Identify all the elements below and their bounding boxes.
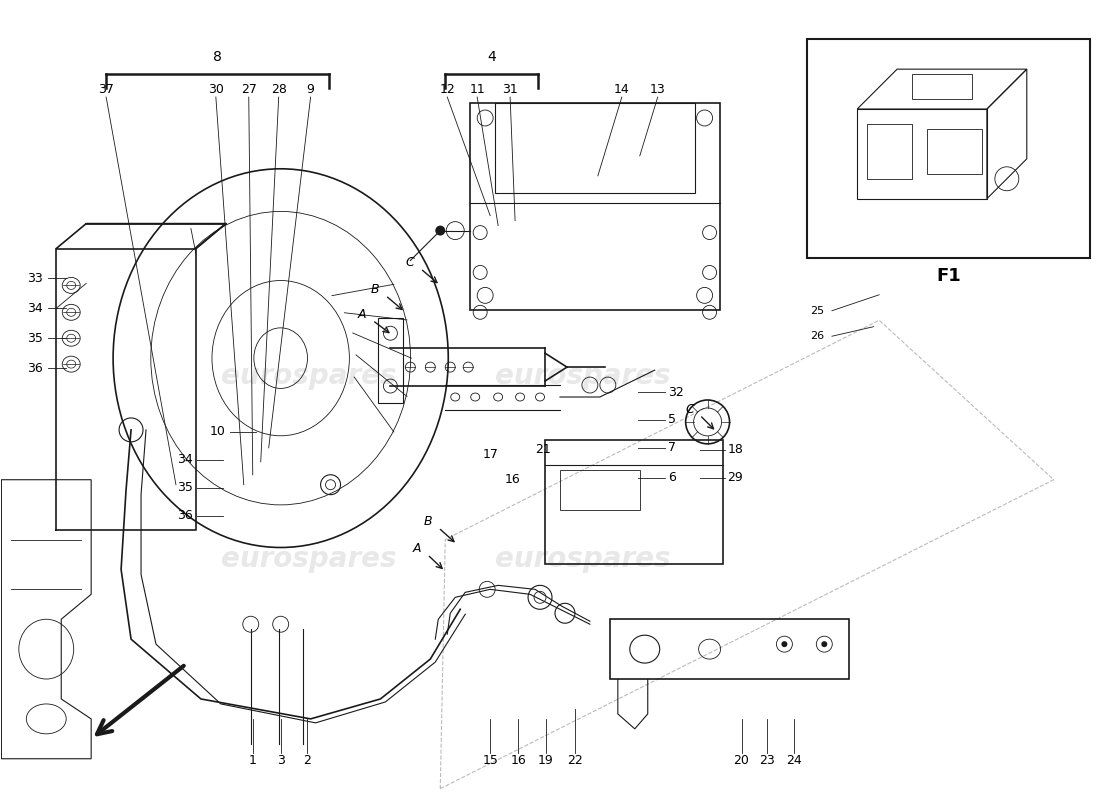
- Text: 15: 15: [482, 754, 498, 767]
- Text: 5: 5: [668, 414, 675, 426]
- Bar: [544, 440, 723, 565]
- Text: 14: 14: [614, 82, 629, 95]
- Ellipse shape: [67, 360, 76, 368]
- Text: 13: 13: [650, 82, 666, 95]
- Text: 22: 22: [568, 754, 583, 767]
- Text: eurospares: eurospares: [221, 546, 396, 574]
- Text: 16: 16: [510, 754, 526, 767]
- Text: 33: 33: [28, 272, 43, 285]
- Bar: [609, 619, 849, 679]
- Text: 36: 36: [28, 362, 43, 374]
- Text: eurospares: eurospares: [495, 362, 671, 390]
- Bar: [912, 74, 972, 99]
- Text: 3: 3: [277, 754, 285, 767]
- Text: 25: 25: [810, 306, 824, 316]
- Text: 19: 19: [538, 754, 554, 767]
- Text: 21: 21: [535, 443, 551, 456]
- Text: 29: 29: [727, 471, 744, 484]
- Bar: [927, 129, 982, 174]
- Text: 23: 23: [760, 754, 775, 767]
- Text: 7: 7: [668, 442, 675, 454]
- Text: 34: 34: [177, 454, 192, 466]
- Bar: [495, 103, 694, 193]
- Text: 24: 24: [786, 754, 802, 767]
- Text: 31: 31: [503, 82, 518, 95]
- Text: 27: 27: [241, 82, 256, 95]
- Text: 35: 35: [28, 332, 43, 345]
- Text: B: B: [371, 283, 380, 296]
- Text: C: C: [686, 403, 694, 417]
- Ellipse shape: [67, 308, 76, 316]
- Text: A: A: [412, 542, 421, 555]
- Text: 20: 20: [734, 754, 749, 767]
- Text: 10: 10: [210, 426, 225, 438]
- Text: 35: 35: [177, 481, 192, 494]
- Circle shape: [436, 226, 446, 235]
- Bar: [807, 39, 1090, 258]
- Text: 30: 30: [208, 82, 223, 95]
- Text: A: A: [358, 308, 366, 321]
- Circle shape: [822, 641, 827, 647]
- Text: 8: 8: [213, 50, 222, 64]
- Text: 32: 32: [668, 386, 683, 398]
- Text: 11: 11: [470, 82, 485, 95]
- Text: 36: 36: [177, 509, 192, 522]
- Text: eurospares: eurospares: [495, 546, 671, 574]
- Text: 16: 16: [504, 474, 520, 486]
- Bar: [470, 103, 719, 310]
- Text: 28: 28: [271, 82, 287, 95]
- Text: eurospares: eurospares: [221, 362, 396, 390]
- Text: F1: F1: [936, 267, 961, 286]
- Text: 18: 18: [727, 443, 744, 456]
- Bar: [378, 318, 404, 403]
- Text: C: C: [406, 256, 415, 269]
- Bar: [560, 470, 640, 510]
- Ellipse shape: [67, 282, 76, 290]
- Text: 37: 37: [98, 82, 114, 95]
- Text: 4: 4: [487, 50, 496, 64]
- Text: 17: 17: [482, 448, 498, 462]
- Text: 34: 34: [28, 302, 43, 315]
- Text: 12: 12: [439, 82, 455, 95]
- Text: 1: 1: [249, 754, 256, 767]
- Circle shape: [781, 641, 788, 647]
- Text: 2: 2: [302, 754, 310, 767]
- Text: 26: 26: [810, 331, 824, 342]
- Text: 6: 6: [668, 471, 675, 484]
- Text: B: B: [424, 515, 432, 528]
- Text: 9: 9: [307, 82, 315, 95]
- Ellipse shape: [67, 334, 76, 342]
- Bar: [867, 124, 912, 178]
